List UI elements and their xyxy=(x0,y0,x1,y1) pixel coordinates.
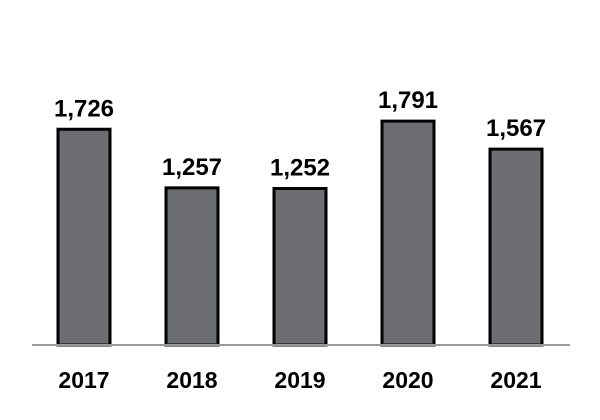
data-label-2017: 1,726 xyxy=(54,95,114,122)
x-tick-labels: 2017 2018 2019 2020 2021 xyxy=(58,367,541,393)
x-tick-label-2017: 2017 xyxy=(58,367,109,393)
bar-2017 xyxy=(56,127,112,347)
bar-2018 xyxy=(164,186,220,347)
labels-layer: 1,726 1,257 1,252 1,791 1,567 xyxy=(54,87,546,181)
data-label-2020: 1,791 xyxy=(378,87,438,114)
x-tick-label-2019: 2019 xyxy=(274,367,325,393)
bar-2019 xyxy=(272,187,328,347)
x-tick-label-2020: 2020 xyxy=(382,367,433,393)
x-tick-label-2018: 2018 xyxy=(166,367,217,393)
data-label-2018: 1,257 xyxy=(162,154,222,181)
bars-layer xyxy=(56,119,544,347)
data-label-2019: 1,252 xyxy=(270,155,330,182)
bar-2020 xyxy=(380,119,436,347)
data-label-2021: 1,567 xyxy=(486,115,546,142)
bar-2021 xyxy=(488,147,544,347)
x-tick-label-2021: 2021 xyxy=(490,367,541,393)
